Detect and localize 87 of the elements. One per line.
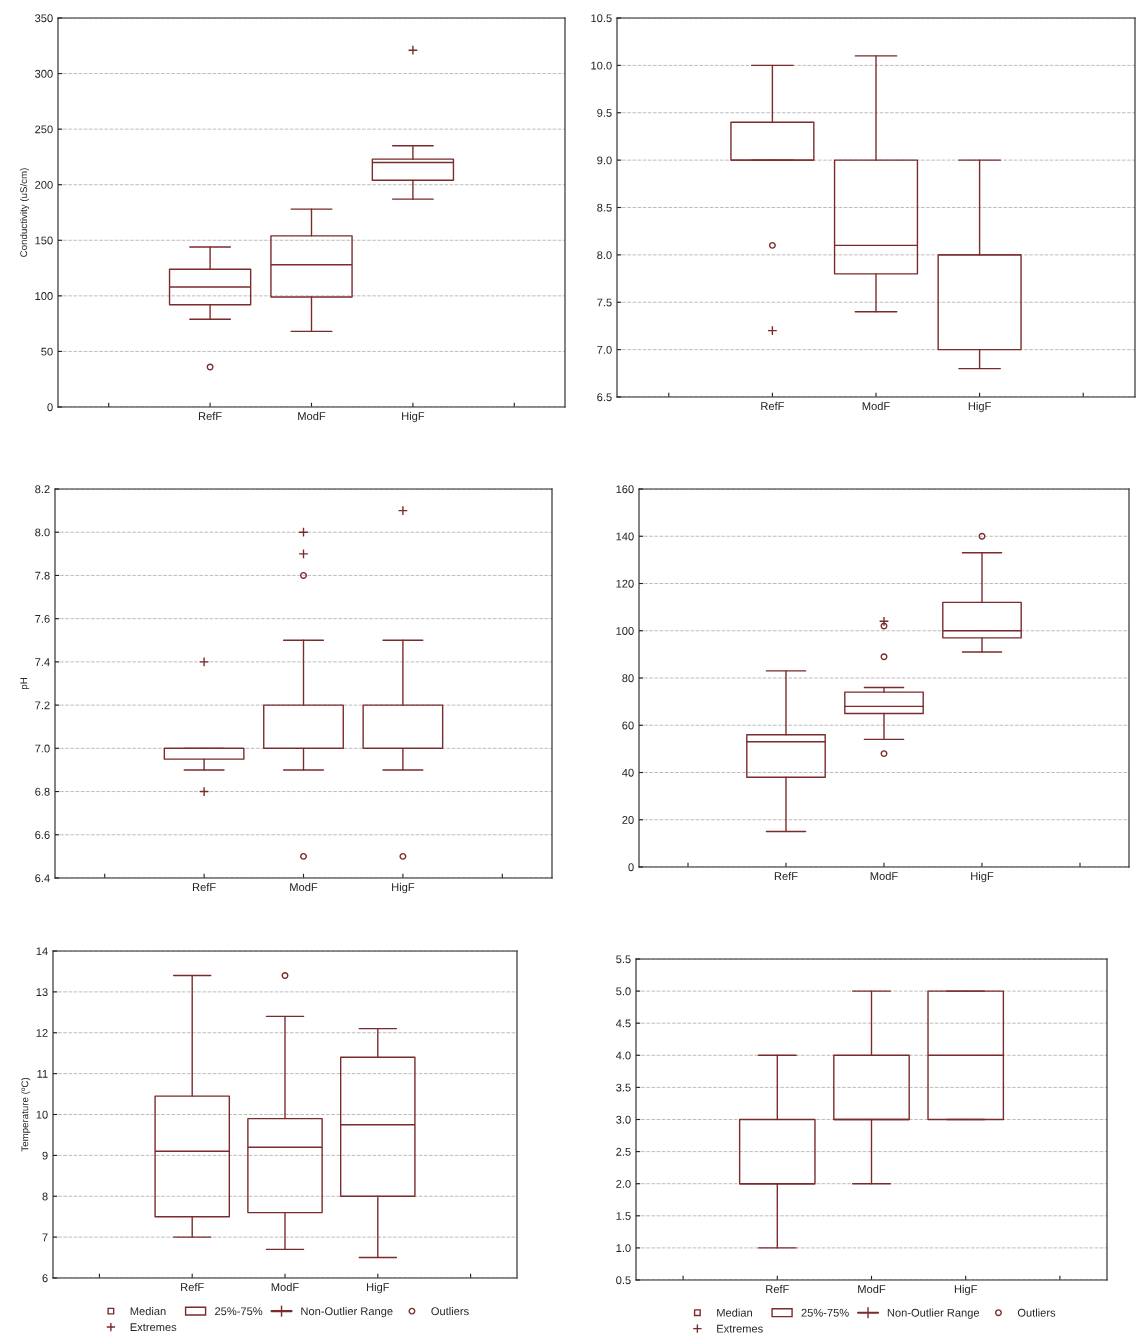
- y-tick-label: 50: [41, 347, 53, 356]
- text: Outliers: [431, 1306, 469, 1316]
- y-tick-label: 7.0: [597, 345, 612, 354]
- y-tick-label: 120: [616, 579, 634, 588]
- y-tick-label: 7.4: [35, 658, 50, 666]
- text: Non-Outlier Range: [301, 1306, 393, 1318]
- text: Median: [130, 1306, 166, 1316]
- y-tick-label: 2.5: [616, 1147, 631, 1156]
- x-tick-label: ModF: [271, 1282, 299, 1292]
- y-tick-label: 3.0: [616, 1115, 631, 1124]
- y-tick-label: 140: [616, 532, 634, 541]
- y-tick-label: 80: [622, 674, 634, 683]
- x-tick-label: HigF: [392, 882, 415, 894]
- text: Median: [717, 1308, 752, 1317]
- y-tick-label: 7.6: [35, 614, 50, 623]
- y-tick-label: 0: [628, 863, 634, 872]
- y-tick-label: 10: [36, 1110, 48, 1119]
- y-tick-label: 10.0: [591, 61, 612, 70]
- y-tick-label: 6.4: [35, 874, 50, 883]
- y-tick-label: 6.8: [35, 787, 50, 796]
- y-tick-label: 4.5: [615, 1019, 631, 1028]
- x-tick-label: HigF: [968, 401, 991, 413]
- y-tick-label: 0: [47, 403, 53, 412]
- text: Non-Outlier Range: [887, 1308, 980, 1319]
- y-tick-label: 7.2: [35, 701, 50, 710]
- y-tick-label: 20: [622, 816, 634, 824]
- y-axis-title: Conductivity (uS/cm): [19, 168, 30, 257]
- y-tick-label: 100: [616, 627, 634, 635]
- y-tick-label: 40: [622, 768, 634, 777]
- x-tick-label: RefF: [192, 882, 216, 892]
- x-tick-label: ModF: [290, 882, 318, 892]
- y-axis-title: Temperature (ºC): [21, 1077, 31, 1152]
- y-tick-label: 7.0: [35, 744, 50, 753]
- y-tick-label: 1.0: [616, 1244, 631, 1253]
- y-tick-label: 300: [35, 69, 53, 78]
- y-tick-label: 3.5: [616, 1083, 631, 1092]
- y-tick-label: 100: [35, 292, 53, 300]
- y-tick-label: 350: [35, 14, 53, 23]
- y-tick-label: 5.0: [616, 987, 631, 996]
- x-tick-label: RefF: [198, 411, 222, 421]
- y-tick-label: 10.5: [591, 14, 612, 23]
- y-tick-label: 1.5: [616, 1212, 631, 1220]
- y-tick-label: 8.2: [35, 485, 50, 494]
- y-tick-label: 9.5: [597, 109, 612, 117]
- y-tick-label: 14: [36, 947, 48, 956]
- x-tick-label: HigF: [971, 871, 994, 883]
- x-tick-label: ModF: [862, 401, 890, 411]
- y-tick-label: 250: [35, 125, 53, 134]
- x-tick-label: HigF: [954, 1284, 977, 1296]
- y-tick-label: 8.0: [35, 528, 50, 537]
- y-axis-title: pH: [20, 678, 30, 690]
- y-tick-label: 6: [42, 1274, 48, 1283]
- text: 25%-75%: [801, 1308, 849, 1317]
- y-tick-label: 13: [36, 988, 48, 997]
- x-tick-label: ModF: [858, 1284, 886, 1294]
- y-tick-label: 9: [42, 1151, 48, 1160]
- y-tick-label: 0.5: [616, 1276, 631, 1285]
- y-tick-label: 60: [622, 721, 634, 730]
- x-tick-label: RefF: [766, 1284, 789, 1294]
- text: Outliers: [1017, 1308, 1056, 1317]
- y-tick-label: 160: [616, 485, 634, 494]
- text: Extremes: [717, 1324, 763, 1333]
- y-tick-label: 11: [37, 1070, 48, 1078]
- y-tick-label: 7.5: [597, 298, 612, 307]
- y-tick-label: 7.8: [35, 571, 50, 580]
- y-tick-label: 150: [35, 236, 53, 245]
- x-tick-label: ModF: [298, 411, 326, 421]
- text: Extremes: [130, 1323, 177, 1332]
- x-tick-label: HigF: [366, 1282, 390, 1294]
- y-tick-label: 8.0: [597, 251, 612, 260]
- y-tick-label: 9.0: [597, 156, 612, 165]
- y-tick-label: 6.5: [597, 393, 612, 402]
- y-tick-label: 12: [36, 1029, 48, 1037]
- text: 25%-75%: [215, 1307, 263, 1316]
- y-tick-label: 8: [42, 1192, 48, 1201]
- y-tick-label: 5.5: [616, 955, 631, 964]
- y-tick-label: 8.5: [597, 203, 612, 212]
- y-tick-label: 7: [42, 1233, 48, 1242]
- x-tick-label: RefF: [761, 401, 784, 411]
- y-tick-label: 4.0: [615, 1051, 631, 1060]
- y-tick-label: 6.6: [35, 831, 50, 839]
- y-tick-label: 200: [35, 180, 53, 189]
- x-tick-label: RefF: [774, 871, 798, 881]
- x-tick-label: RefF: [181, 1282, 204, 1292]
- x-tick-label: ModF: [870, 871, 898, 881]
- x-tick-label: HigF: [402, 411, 425, 423]
- y-tick-label: 2.0: [616, 1179, 631, 1188]
